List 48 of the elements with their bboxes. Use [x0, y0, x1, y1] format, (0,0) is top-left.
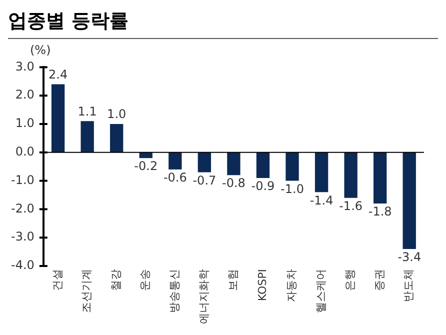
bar — [227, 152, 240, 176]
x-tick-label: 방송통신 — [168, 269, 182, 313]
x-tick-label: 은행 — [344, 269, 357, 291]
bar — [51, 84, 65, 152]
x-tick-label: 조선기계 — [80, 269, 94, 313]
x-tick-label: 자동차 — [285, 269, 298, 302]
bar — [402, 152, 416, 249]
bar — [168, 152, 182, 170]
x-tick-label: 운송 — [138, 269, 152, 291]
data-label: -1.0 — [280, 182, 304, 196]
bar — [256, 152, 270, 178]
x-tick-label: 건설 — [50, 269, 64, 291]
data-label: -0.7 — [192, 173, 216, 188]
y-tick-label: -2.0 — [10, 201, 34, 216]
y-tick-label: 3.0 — [15, 59, 34, 74]
data-label: 1.1 — [78, 104, 97, 118]
data-label: -1.8 — [368, 204, 392, 219]
data-label: -0.8 — [222, 176, 246, 190]
x-tick-label: 반도체 — [402, 269, 416, 302]
data-label: -3.4 — [398, 250, 422, 264]
x-tick-label: 증권 — [372, 269, 386, 291]
bar — [80, 121, 94, 152]
y-tick-label: 1.0 — [15, 116, 34, 130]
data-label: 1.0 — [107, 107, 126, 122]
chart-title: 업종별 등락률 — [8, 8, 438, 39]
data-label: -0.6 — [163, 170, 187, 185]
bar — [374, 152, 387, 204]
x-tick-label: 에너지화학 — [197, 269, 210, 324]
y-tick-label: -3.0 — [10, 230, 34, 244]
y-axis-title: (%) — [30, 43, 52, 57]
x-tick-label: KOSPI — [256, 269, 269, 302]
y-tick-label: 0.0 — [15, 144, 34, 159]
data-label: 2.4 — [48, 67, 68, 82]
data-label: -1.6 — [339, 198, 363, 213]
y-tick-label: -1.0 — [10, 172, 34, 187]
data-label: -1.4 — [310, 193, 334, 208]
bar — [198, 152, 212, 172]
y-tick-label: -4.0 — [10, 258, 34, 272]
bar — [110, 124, 124, 152]
x-tick-label: 헬스케어 — [314, 269, 328, 313]
x-tick-label: 철강 — [109, 269, 122, 291]
bar — [344, 152, 358, 198]
data-label: -0.9 — [251, 179, 275, 194]
y-tick-label: 2.0 — [15, 88, 34, 102]
x-tick-label: 보험 — [226, 269, 240, 291]
bar — [286, 152, 299, 181]
data-label: -0.2 — [134, 159, 158, 174]
bar — [314, 152, 328, 192]
